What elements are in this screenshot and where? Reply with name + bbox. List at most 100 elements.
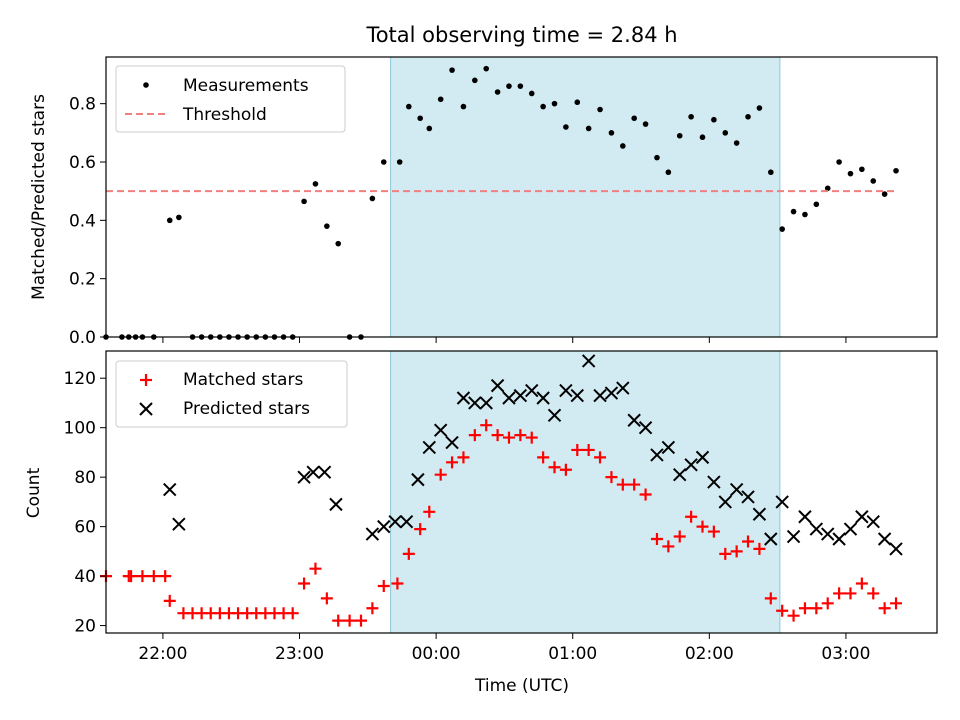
matched-stars-point xyxy=(136,570,149,583)
predicted-stars-point xyxy=(433,423,448,437)
matched-stars-point xyxy=(159,570,172,583)
predicted-stars-point xyxy=(775,495,789,509)
predicted-stars-point xyxy=(593,388,607,403)
bottom-observing-window xyxy=(390,350,781,634)
top-y-tick-label: 0.0 xyxy=(69,328,96,348)
bottom-y-axis-label: Count xyxy=(24,467,44,518)
measurements-point xyxy=(166,217,173,224)
measurements-point xyxy=(528,90,535,97)
measurements-point xyxy=(597,106,603,113)
measurements-point xyxy=(585,125,592,132)
predicted-stars-point xyxy=(388,514,402,529)
bottom-y-tick-label: 80 xyxy=(74,468,96,488)
measurements-point xyxy=(312,181,319,187)
predicted-stars-point xyxy=(306,465,320,479)
matched-stars-point xyxy=(719,547,732,560)
matched-stars-point xyxy=(377,580,390,592)
predicted-stars-point xyxy=(661,440,676,455)
predicted-stars-point xyxy=(422,440,437,455)
legend-label-predicted: Predicted stars xyxy=(183,399,310,419)
predicted-stars-point xyxy=(673,467,687,482)
matched-stars-point xyxy=(605,471,618,484)
predicted-stars-point xyxy=(399,514,414,529)
predicted-stars-point xyxy=(163,482,177,497)
matched-stars-point xyxy=(650,533,663,545)
legend-marker-measurements xyxy=(143,82,149,88)
measurements-point xyxy=(688,113,694,120)
matched-stars-point xyxy=(776,604,789,617)
predicted-stars-point xyxy=(525,383,539,398)
measurements-point xyxy=(437,96,444,103)
predicted-stars-point xyxy=(855,510,869,524)
matched-stars-point xyxy=(844,587,857,600)
predicted-stars-point xyxy=(513,388,528,403)
measurements-point xyxy=(859,166,865,173)
x-axis-label: Time (UTC) xyxy=(474,676,569,696)
measurements-point xyxy=(483,65,490,72)
measurements-point xyxy=(494,89,501,95)
measurements-point xyxy=(406,103,412,110)
matched-stars-point xyxy=(548,461,561,474)
predicted-stars-point xyxy=(752,507,767,521)
measurements-point xyxy=(335,240,342,247)
top-observing-window xyxy=(390,56,781,338)
matched-stars-point xyxy=(616,478,629,491)
measurements-point xyxy=(676,132,683,139)
matched-stars-point xyxy=(332,614,345,627)
matched-stars-point xyxy=(833,587,846,600)
matched-stars-point xyxy=(366,602,379,615)
measurements-point xyxy=(369,195,376,202)
matched-stars-point xyxy=(125,570,138,583)
matched-stars-point xyxy=(414,523,427,536)
measurements-point xyxy=(608,130,615,136)
top-plot-frame xyxy=(105,56,938,338)
predicted-stars-point xyxy=(718,495,732,509)
top-panel: Total observing time = 2.84 h 0.0 0.2 0.4 0… xyxy=(29,23,938,348)
predicted-stars-point xyxy=(866,514,880,529)
matched-stars-point xyxy=(163,594,176,607)
measurements-point xyxy=(642,121,649,127)
matched-stars-point xyxy=(639,488,652,501)
matched-stars-point xyxy=(343,614,356,627)
measurements-point xyxy=(517,83,524,89)
top-y-tick-label: 0.6 xyxy=(69,153,96,173)
measurements-point xyxy=(802,211,808,218)
matched-stars-point xyxy=(446,456,459,469)
measurements-point xyxy=(813,201,820,208)
measurements-point xyxy=(711,116,717,123)
predicted-stars-point xyxy=(365,527,380,541)
matched-stars-point xyxy=(594,451,607,464)
predicted-stars-point xyxy=(684,458,698,472)
measurements-point xyxy=(324,223,330,229)
matched-stars-point xyxy=(147,570,160,583)
matched-stars-point xyxy=(309,562,322,575)
measurements-point xyxy=(472,77,478,84)
matched-stars-point xyxy=(559,463,572,476)
measurements-point xyxy=(380,159,387,165)
measurements-point xyxy=(631,115,637,122)
predicted-stars-point xyxy=(741,490,755,504)
matched-stars-point xyxy=(764,592,777,605)
top-legend-box xyxy=(115,65,346,133)
measurements-point xyxy=(699,134,706,141)
predicted-stars-point xyxy=(695,450,710,465)
predicted-stars-point xyxy=(764,532,778,546)
matched-stars-point xyxy=(878,602,891,615)
bottom-plot-frame xyxy=(105,350,938,634)
matched-stars-point xyxy=(821,597,834,610)
predicted-stars-point xyxy=(468,396,482,410)
bottom-y-tick-label: 60 xyxy=(74,518,96,538)
top-legend: Measurements Threshold xyxy=(115,65,346,133)
measurements-point xyxy=(540,103,546,110)
measurements-point xyxy=(733,140,740,146)
predicted-stars-point xyxy=(889,542,903,556)
predicted-stars-point xyxy=(786,529,801,544)
measurements-point xyxy=(396,159,403,165)
matched-stars-point xyxy=(502,431,515,444)
legend-marker-matched xyxy=(140,374,152,386)
predicted-stars-point xyxy=(627,413,641,427)
matched-stars-point xyxy=(855,577,868,590)
matched-stars-point xyxy=(787,609,800,622)
matched-stars-point xyxy=(730,545,743,558)
